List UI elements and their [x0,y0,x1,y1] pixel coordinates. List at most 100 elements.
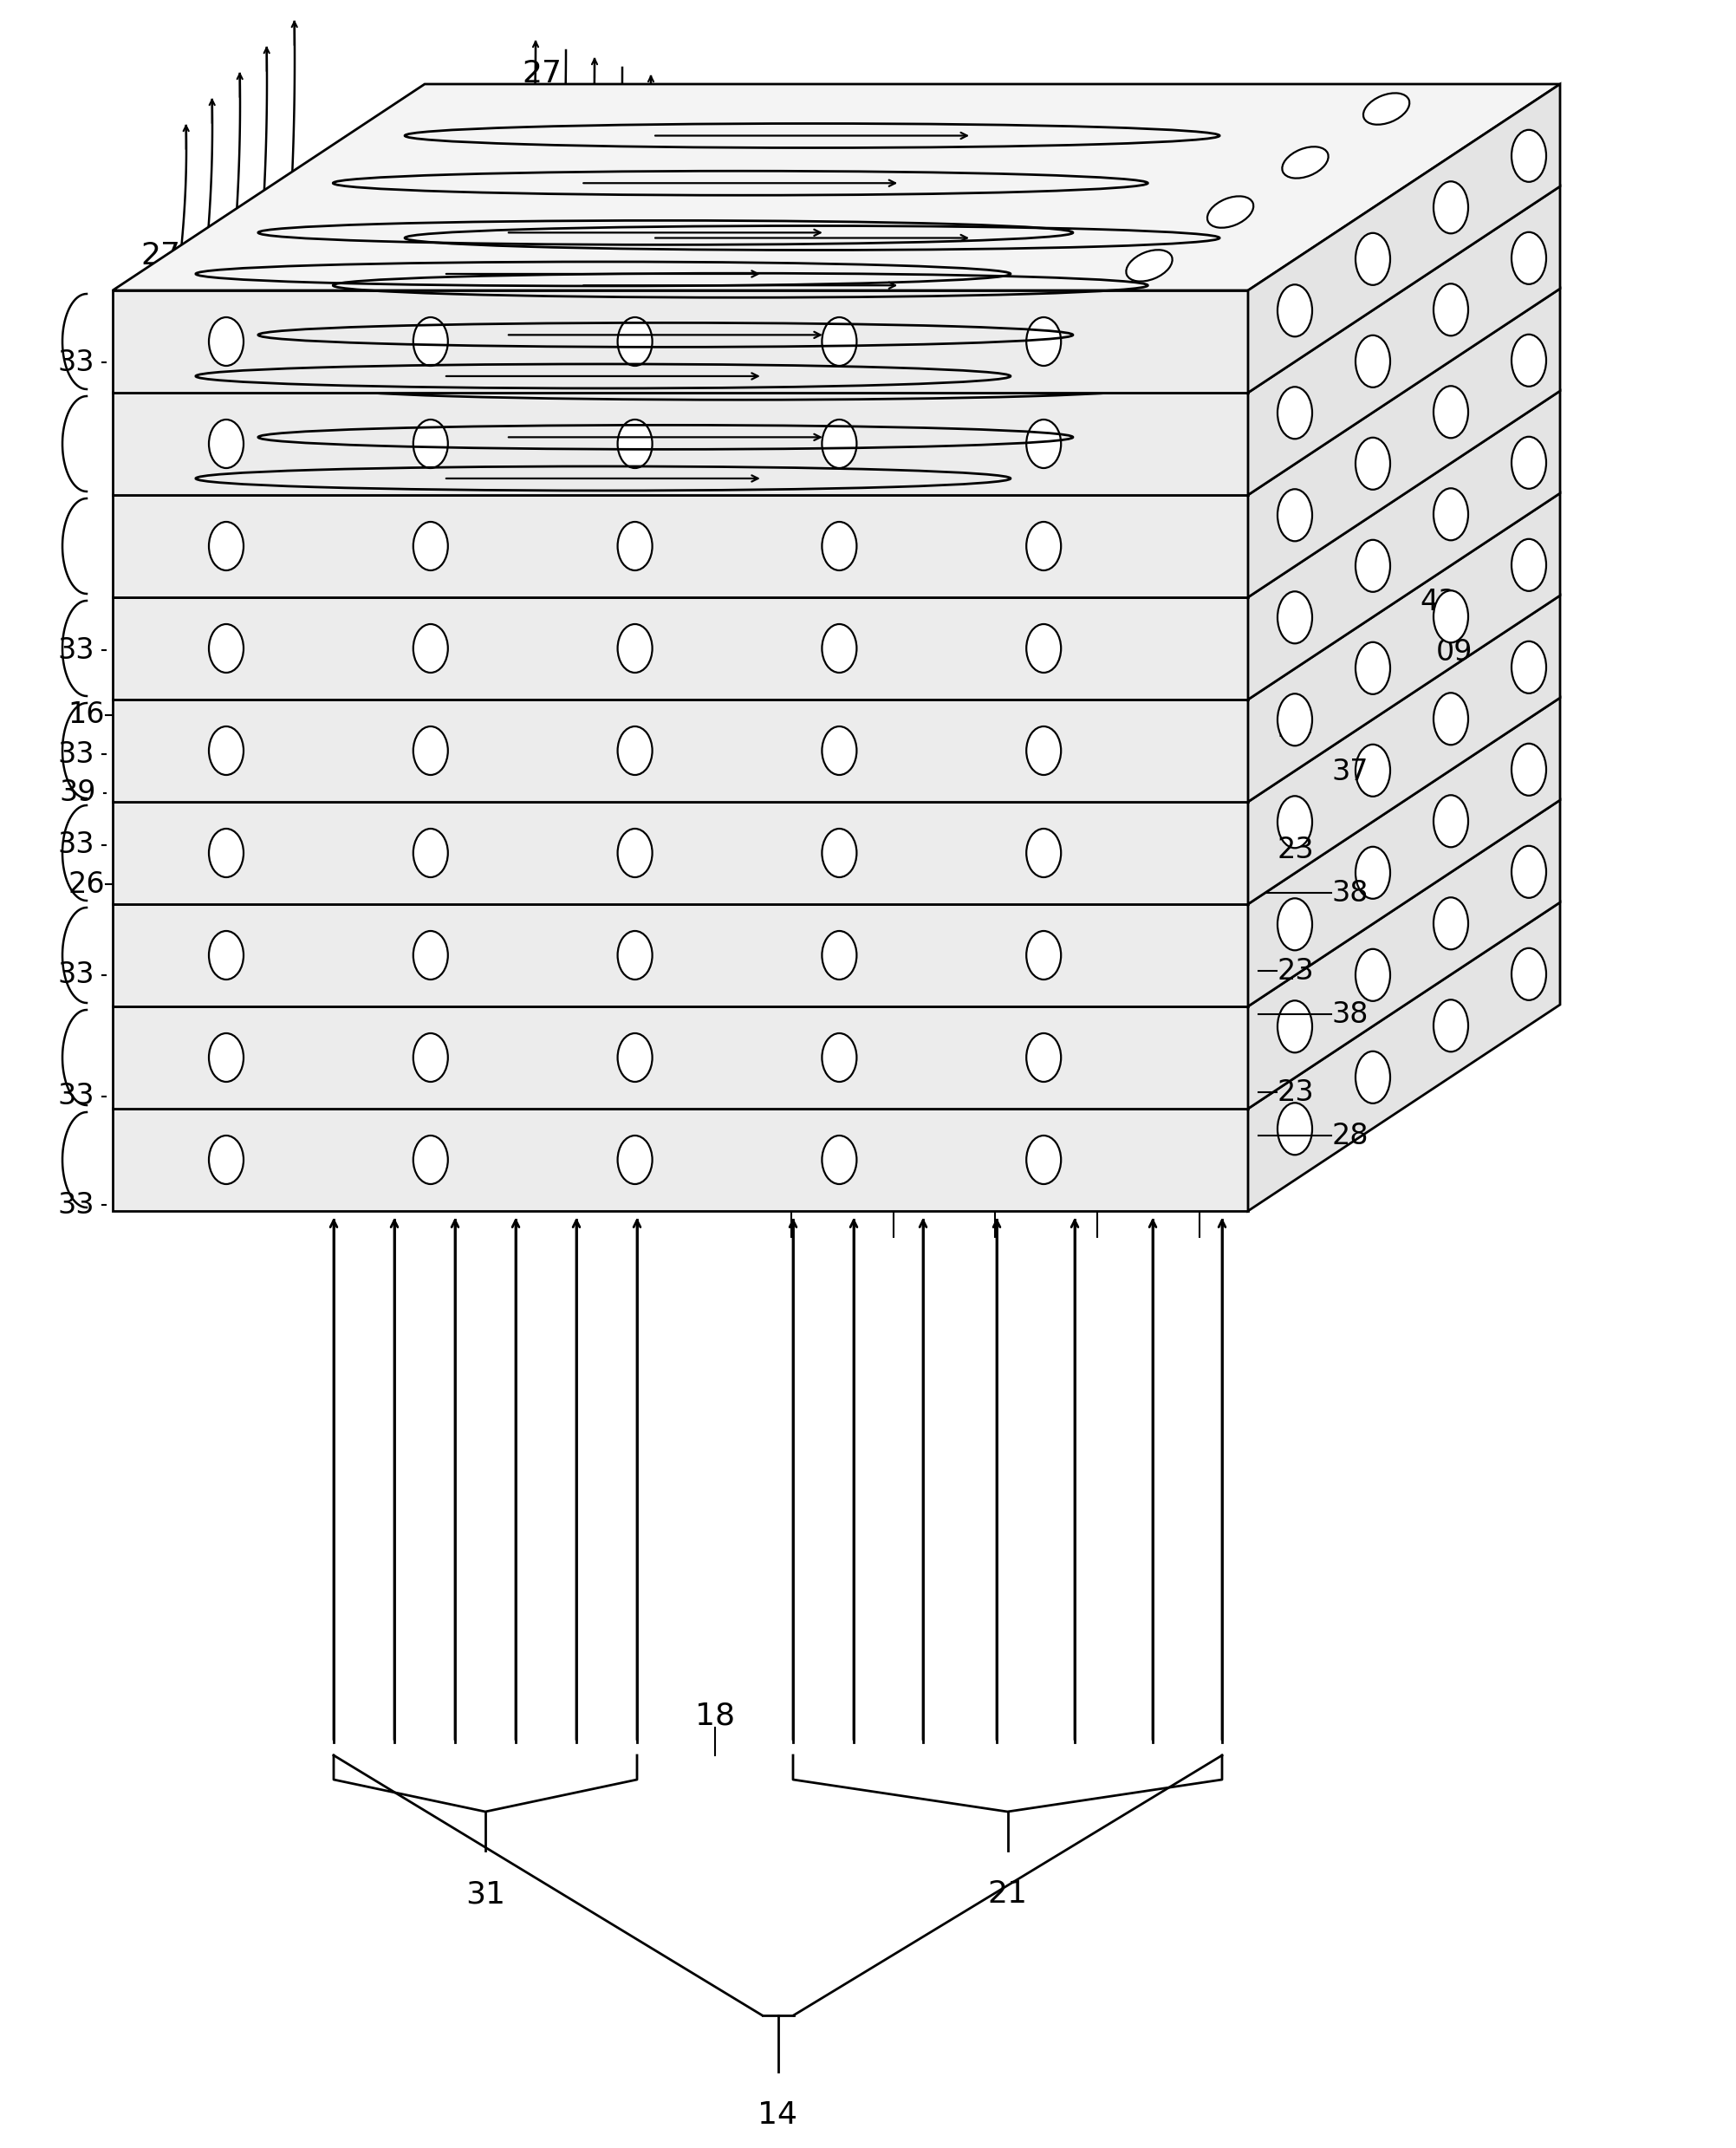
Ellipse shape [618,419,653,468]
Ellipse shape [618,930,653,979]
Ellipse shape [443,863,493,896]
Text: 26: 26 [68,870,106,898]
Text: 33: 33 [57,1190,95,1220]
Ellipse shape [821,1136,856,1184]
Text: 27: 27 [523,58,562,88]
Ellipse shape [1283,249,1328,281]
Polygon shape [1248,902,1561,1211]
Ellipse shape [1212,453,1262,485]
Text: 21: 21 [988,1880,1028,1910]
Text: 23: 23 [1278,713,1314,743]
Ellipse shape [1512,947,1547,1001]
Ellipse shape [681,911,729,943]
Polygon shape [113,84,1561,290]
Ellipse shape [934,1014,983,1046]
Ellipse shape [804,453,852,485]
Text: 23: 23 [1278,316,1314,344]
Ellipse shape [599,657,649,692]
Polygon shape [113,700,1248,801]
Polygon shape [1248,391,1561,700]
Ellipse shape [240,863,288,896]
Text: 39: 39 [59,780,97,808]
Ellipse shape [394,554,444,589]
Ellipse shape [1512,642,1547,694]
Polygon shape [113,187,1561,393]
Ellipse shape [1356,232,1391,286]
Ellipse shape [1088,604,1139,638]
Ellipse shape [1212,964,1262,997]
Ellipse shape [1512,436,1547,490]
Ellipse shape [1057,964,1106,999]
Polygon shape [113,902,1561,1108]
Ellipse shape [1137,1014,1187,1046]
Ellipse shape [618,522,653,571]
Ellipse shape [1207,402,1253,432]
Ellipse shape [476,707,526,739]
Ellipse shape [1434,795,1469,846]
Ellipse shape [1512,743,1547,795]
Ellipse shape [1434,999,1469,1053]
Ellipse shape [1283,146,1328,178]
Ellipse shape [1283,352,1328,382]
Ellipse shape [208,419,243,468]
Ellipse shape [319,810,370,842]
Ellipse shape [1278,1102,1312,1156]
Ellipse shape [599,760,649,793]
Ellipse shape [1356,642,1391,694]
Ellipse shape [1512,232,1547,284]
Ellipse shape [821,522,856,571]
Ellipse shape [934,503,983,535]
Text: 28: 28 [1332,1121,1368,1149]
Ellipse shape [1434,180,1469,234]
Ellipse shape [524,604,575,638]
Polygon shape [113,288,1561,494]
Polygon shape [113,494,1561,700]
Ellipse shape [394,657,444,692]
Ellipse shape [821,318,856,365]
Text: 23: 23 [1278,836,1314,863]
Ellipse shape [1293,808,1344,842]
Ellipse shape [1356,539,1391,593]
Ellipse shape [681,808,729,842]
Ellipse shape [681,400,729,432]
Ellipse shape [1057,657,1106,692]
Ellipse shape [476,400,526,432]
Ellipse shape [681,500,729,535]
Ellipse shape [443,760,493,795]
Ellipse shape [1026,1136,1061,1184]
Ellipse shape [443,1068,493,1100]
Ellipse shape [729,503,778,535]
Ellipse shape [413,829,448,876]
Ellipse shape [599,861,649,896]
Text: 23: 23 [1278,956,1314,986]
Ellipse shape [1293,604,1344,638]
Ellipse shape [1088,500,1139,535]
Ellipse shape [885,911,934,943]
Polygon shape [1248,187,1561,494]
Ellipse shape [804,861,852,896]
Ellipse shape [821,726,856,775]
Ellipse shape [1278,1001,1312,1053]
Ellipse shape [208,829,243,876]
Ellipse shape [1434,488,1469,541]
Text: 14: 14 [759,2101,799,2131]
Ellipse shape [821,1033,856,1083]
Ellipse shape [1293,400,1344,432]
Ellipse shape [1356,745,1391,797]
Ellipse shape [885,808,934,842]
Ellipse shape [394,453,444,485]
Ellipse shape [319,911,370,945]
Ellipse shape [1512,129,1547,183]
Ellipse shape [208,930,243,979]
Ellipse shape [729,707,778,741]
Ellipse shape [394,964,444,997]
Ellipse shape [524,503,575,535]
Ellipse shape [648,964,698,999]
Ellipse shape [1026,318,1061,365]
Ellipse shape [648,556,698,589]
Ellipse shape [394,861,444,896]
Polygon shape [113,801,1248,904]
Ellipse shape [1363,195,1410,228]
Ellipse shape [821,930,856,979]
Text: 33: 33 [57,1083,95,1111]
